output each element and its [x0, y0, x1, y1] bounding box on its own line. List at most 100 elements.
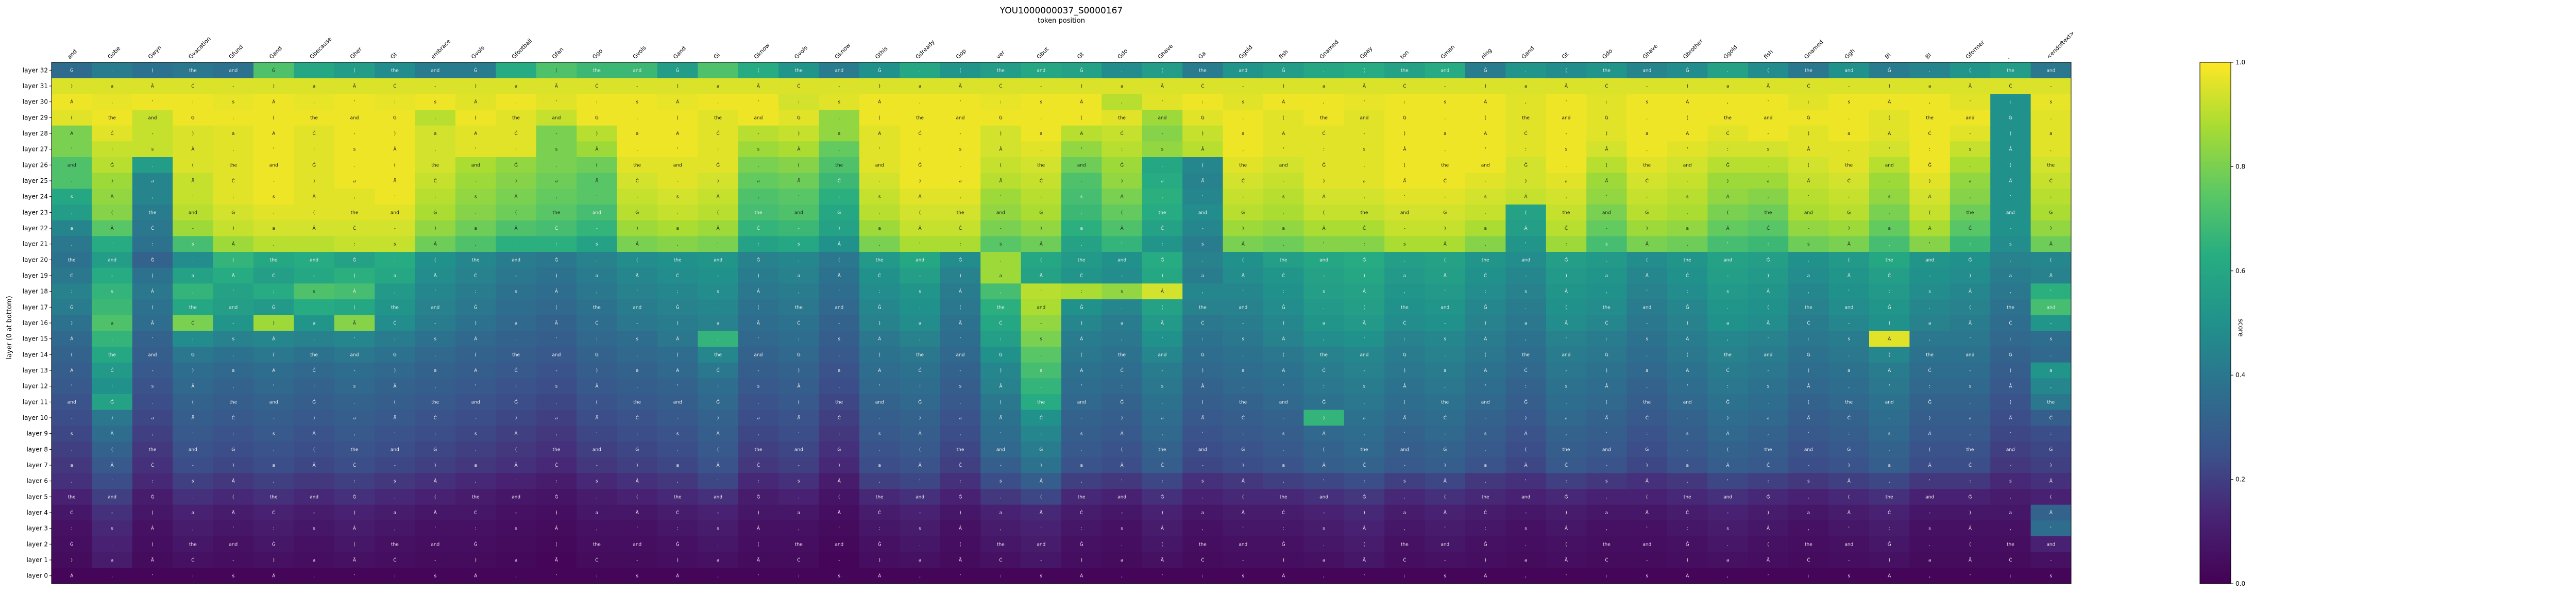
heatmap-cell [819, 220, 860, 236]
heatmap-cell [1546, 189, 1587, 205]
cell-token-label: Â [636, 478, 639, 484]
cell-token-label: : [1323, 147, 1325, 152]
cell-token-label: Ċ [1807, 557, 1810, 563]
cell-token-label: Â [1969, 525, 1972, 532]
cell-token-label: and [1198, 447, 1207, 452]
cell-token-label: Ä [232, 273, 235, 279]
cell-token-label: Ġ [1161, 257, 1164, 263]
cell-token-label: : [273, 526, 275, 532]
heatmap-cell [1990, 78, 2031, 94]
colorbar-tick-label: 0.0 [2235, 580, 2245, 587]
cell-token-label: and [1804, 210, 1813, 215]
cell-token-label: - [636, 558, 638, 563]
cell-token-label: . [1606, 258, 1607, 263]
cell-token-label: , [1687, 242, 1688, 247]
cell-token-label: and [1077, 163, 1086, 168]
heatmap-cell [1384, 110, 1426, 126]
cell-token-label: Ä [1888, 368, 1891, 373]
cell-token-label: Ġ [70, 541, 74, 547]
heatmap-cell [1142, 125, 1183, 142]
heatmap-cell [1707, 125, 1749, 142]
cell-token-label: ' [556, 100, 557, 105]
cell-token-label: ' [1000, 432, 1001, 437]
cell-token-label: : [1000, 574, 1002, 579]
heatmap-cell [1788, 94, 1829, 110]
cell-token-label: . [111, 542, 113, 547]
heatmap-cell [1182, 157, 1224, 174]
cell-token-label: : [1121, 147, 1123, 152]
cell-token-label: Ċ [1242, 178, 1245, 184]
cell-token-label: . [192, 258, 194, 263]
cell-token-label: - [717, 274, 719, 279]
cell-token-label: : [151, 479, 153, 484]
cell-token-label: - [1767, 368, 1769, 373]
cell-token-label: , [1566, 432, 1567, 437]
cell-token-label: : [71, 526, 73, 532]
cell-token-label: Ä [232, 510, 235, 516]
cell-token-label: Ä [555, 83, 558, 89]
cell-token-label: and [1562, 352, 1571, 358]
cell-token-label: Ä [959, 557, 962, 563]
cell-token-label: ( [192, 400, 194, 405]
heatmap-cell [415, 189, 456, 205]
heatmap-cell [1667, 62, 1708, 79]
cell-token-label: : [1727, 147, 1728, 152]
cell-token-label: Ġ [757, 494, 760, 500]
cell-token-label: Ċ [1565, 226, 1568, 231]
cell-token-label: s [1767, 147, 1770, 152]
cell-token-label: , [1121, 337, 1123, 342]
cell-token-label: Ġ [110, 162, 114, 168]
cell-token-label: ( [1888, 352, 1890, 358]
cell-token-label: . [1566, 163, 1567, 168]
cell-token-label: the [1684, 258, 1691, 263]
cell-token-label: a [676, 226, 679, 231]
y-axis-label: layer (0 at bottom) [6, 296, 13, 360]
cell-token-label: a [515, 84, 518, 89]
cell-token-label: a [596, 274, 599, 279]
cell-token-label: - [919, 274, 921, 279]
cell-token-label: Ä [797, 415, 801, 421]
heatmap-cell [1586, 62, 1628, 79]
cell-token-label: ( [1040, 258, 1042, 263]
heatmap-cell [92, 220, 133, 236]
cell-token-label: and [592, 447, 601, 452]
y-tick-label: layer 9 [26, 430, 48, 437]
heatmap-cell [1263, 125, 1304, 142]
cell-token-label: - [757, 131, 759, 137]
cell-token-label: Ä [151, 83, 155, 89]
cell-token-label: Ċ [999, 83, 1002, 89]
y-tick-label: layer 17 [23, 303, 48, 311]
cell-token-label: . [273, 447, 275, 452]
cell-token-label: ) [555, 511, 557, 516]
cell-token-label: s [1040, 337, 1042, 342]
cell-token-label: Ċ [393, 320, 396, 326]
cell-token-label: Ġ [1645, 447, 1649, 452]
heatmap-cell [1748, 110, 1789, 126]
heatmap-cell [1505, 110, 1547, 126]
cell-token-label: , [515, 337, 517, 342]
cell-token-label: the [674, 495, 682, 500]
cell-token-label: the [149, 447, 157, 452]
cell-token-label: Ġ [1605, 115, 1608, 121]
cell-token-label: Ä [555, 557, 558, 563]
cell-token-label: Ä [1928, 226, 1932, 231]
cell-token-label: Ċ [1848, 415, 1851, 421]
cell-token-label: ( [474, 115, 477, 121]
cell-token-label: Â [1928, 431, 1932, 437]
heatmap-cell [1909, 205, 1951, 221]
heatmap-cell [253, 189, 294, 205]
cell-token-label: Ċ [1969, 463, 1972, 468]
cell-token-label: Ġ [1161, 494, 1164, 500]
cell-token-label: : [2050, 432, 2052, 437]
cell-token-label: Ä [1121, 226, 1124, 231]
cell-token-label: ' [637, 526, 638, 532]
heatmap-cell [1788, 205, 1829, 221]
cell-token-label: ) [515, 416, 517, 421]
cell-token-label: ) [717, 416, 719, 421]
cell-token-label: Â [1848, 478, 1851, 484]
cell-token-label: Ġ [1080, 541, 1083, 547]
cell-token-label: - [1121, 274, 1123, 279]
cell-token-label: Ċ [595, 83, 598, 89]
cell-token-label: ) [636, 463, 638, 468]
cell-token-label: the [1401, 68, 1409, 73]
